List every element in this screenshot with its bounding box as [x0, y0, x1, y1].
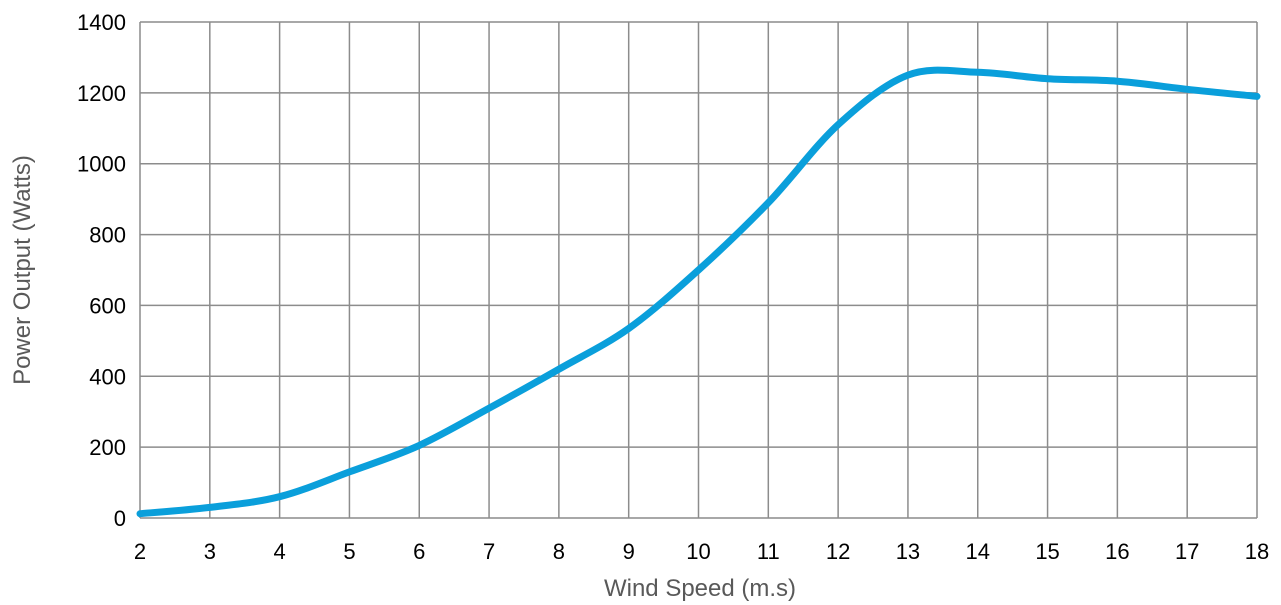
- x-tick-label: 18: [1245, 539, 1269, 564]
- series-layer: [136, 66, 1261, 518]
- x-axis-label: Wind Speed (m.s): [604, 575, 796, 602]
- x-tick-label: 16: [1105, 539, 1129, 564]
- y-tick-label: 600: [89, 293, 126, 318]
- grid: [139, 21, 1258, 519]
- y-tick-label: 200: [89, 435, 126, 460]
- x-tick-label: 13: [896, 539, 920, 564]
- x-tick-label: 11: [757, 539, 780, 564]
- x-tick-labels: 2 3 4 5 6 7 8 9 10 11 12 13 14 15 16 17 18: [134, 539, 1269, 564]
- x-tick-label: 8: [553, 539, 565, 564]
- x-tick-label: 12: [826, 539, 850, 564]
- x-tick-label: 14: [966, 539, 990, 564]
- y-tick-label: 400: [89, 364, 126, 389]
- x-tick-label: 4: [274, 539, 286, 564]
- y-tick-label: 1400: [77, 10, 126, 35]
- x-tick-label: 10: [686, 539, 710, 564]
- y-tick-label: 1000: [77, 152, 126, 177]
- y-axis-label: Power Output (Watts): [9, 155, 36, 385]
- x-tick-label: 9: [623, 539, 635, 564]
- x-tick-label: 15: [1035, 539, 1059, 564]
- x-tick-label: 5: [343, 539, 355, 564]
- x-tick-label: 6: [413, 539, 425, 564]
- y-tick-label: 1200: [77, 81, 126, 106]
- x-tick-label: 2: [134, 539, 146, 564]
- x-tick-label: 7: [483, 539, 495, 564]
- y-tick-labels: 0 200 400 600 800 1000 1200 1400: [77, 10, 126, 531]
- series-line: [136, 66, 1261, 518]
- y-tick-label: 0: [114, 506, 126, 531]
- x-tick-label: 17: [1175, 539, 1199, 564]
- y-tick-label: 800: [89, 223, 126, 248]
- x-tick-label: 3: [204, 539, 216, 564]
